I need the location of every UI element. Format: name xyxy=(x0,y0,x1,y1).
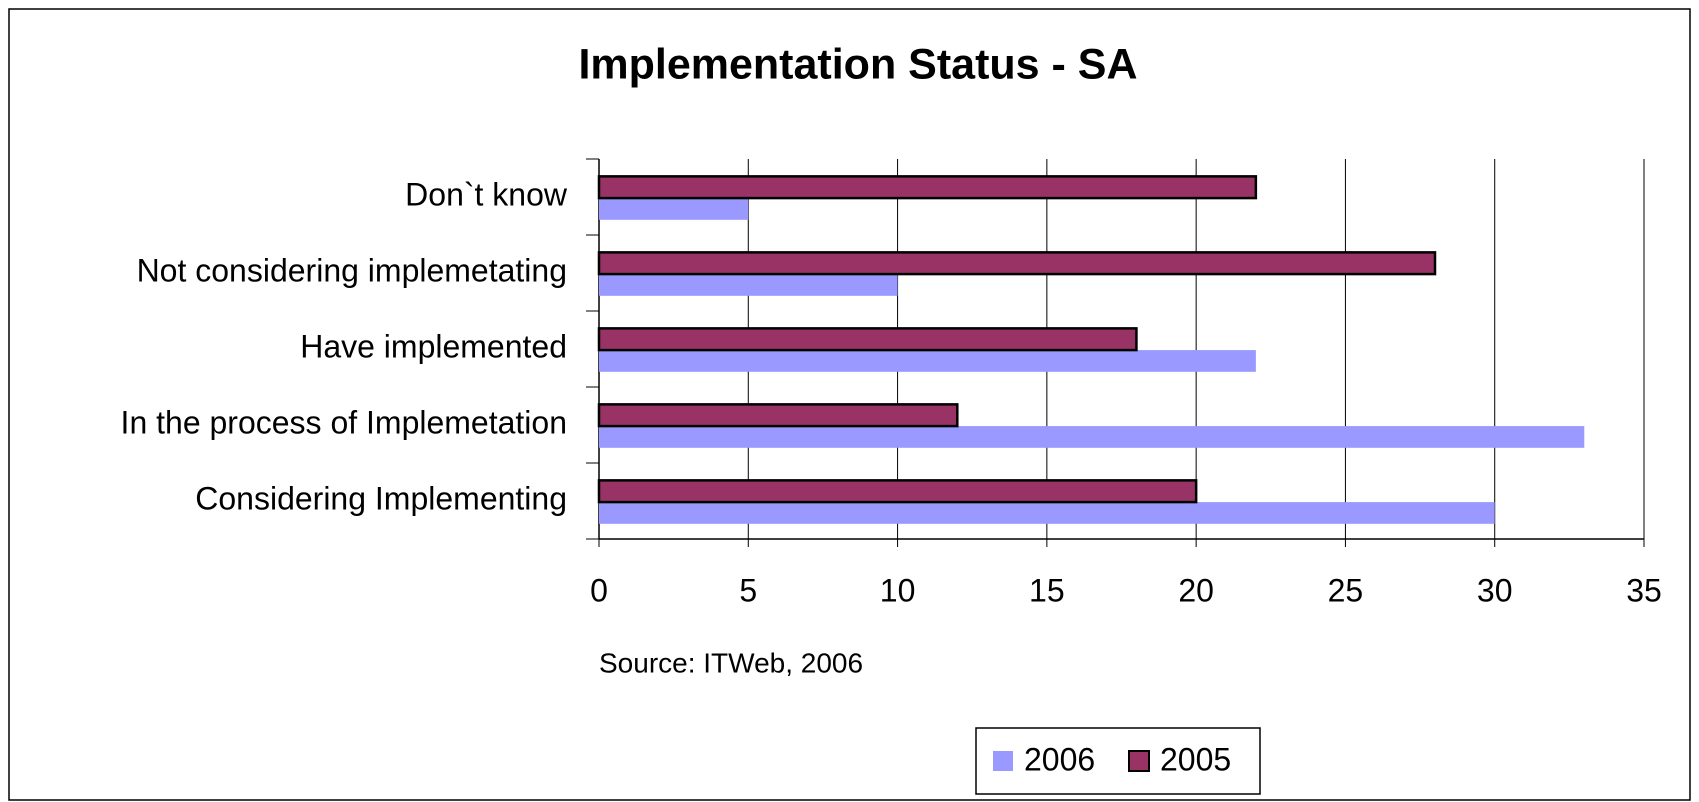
y-tick-label: In the process of Implemetation xyxy=(121,404,567,440)
x-tick-label: 30 xyxy=(1477,572,1513,608)
legend-label: 2006 xyxy=(1024,741,1095,777)
legend-box xyxy=(975,727,1261,795)
bar xyxy=(597,403,959,428)
bar xyxy=(597,327,1138,352)
bar xyxy=(599,350,1256,372)
x-tick-label: 20 xyxy=(1178,572,1214,608)
x-tick-label: 10 xyxy=(880,572,916,608)
legend-swatch xyxy=(993,751,1013,771)
y-tick-label: Considering Implementing xyxy=(195,480,567,516)
bar xyxy=(597,175,1258,200)
x-tick-label: 0 xyxy=(590,572,608,608)
legend-label: 2005 xyxy=(1160,741,1231,777)
x-tick-label: 25 xyxy=(1328,572,1364,608)
y-tick-label: Have implemented xyxy=(300,328,567,364)
bar xyxy=(597,479,1198,504)
legend-swatch xyxy=(1128,750,1150,772)
y-tick-label: Don`t know xyxy=(405,176,568,212)
x-tick-label: 35 xyxy=(1626,572,1662,608)
x-tick-label: 15 xyxy=(1029,572,1065,608)
bar xyxy=(597,251,1437,276)
bar xyxy=(599,274,898,296)
y-tick-label: Not considering implemetating xyxy=(137,252,567,288)
x-tick-label: 5 xyxy=(739,572,757,608)
source-note: Source: ITWeb, 2006 xyxy=(599,647,863,678)
bar xyxy=(599,502,1495,524)
bar xyxy=(599,426,1585,448)
bar xyxy=(599,198,749,220)
chart-title: Implementation Status - SA xyxy=(578,40,1137,88)
